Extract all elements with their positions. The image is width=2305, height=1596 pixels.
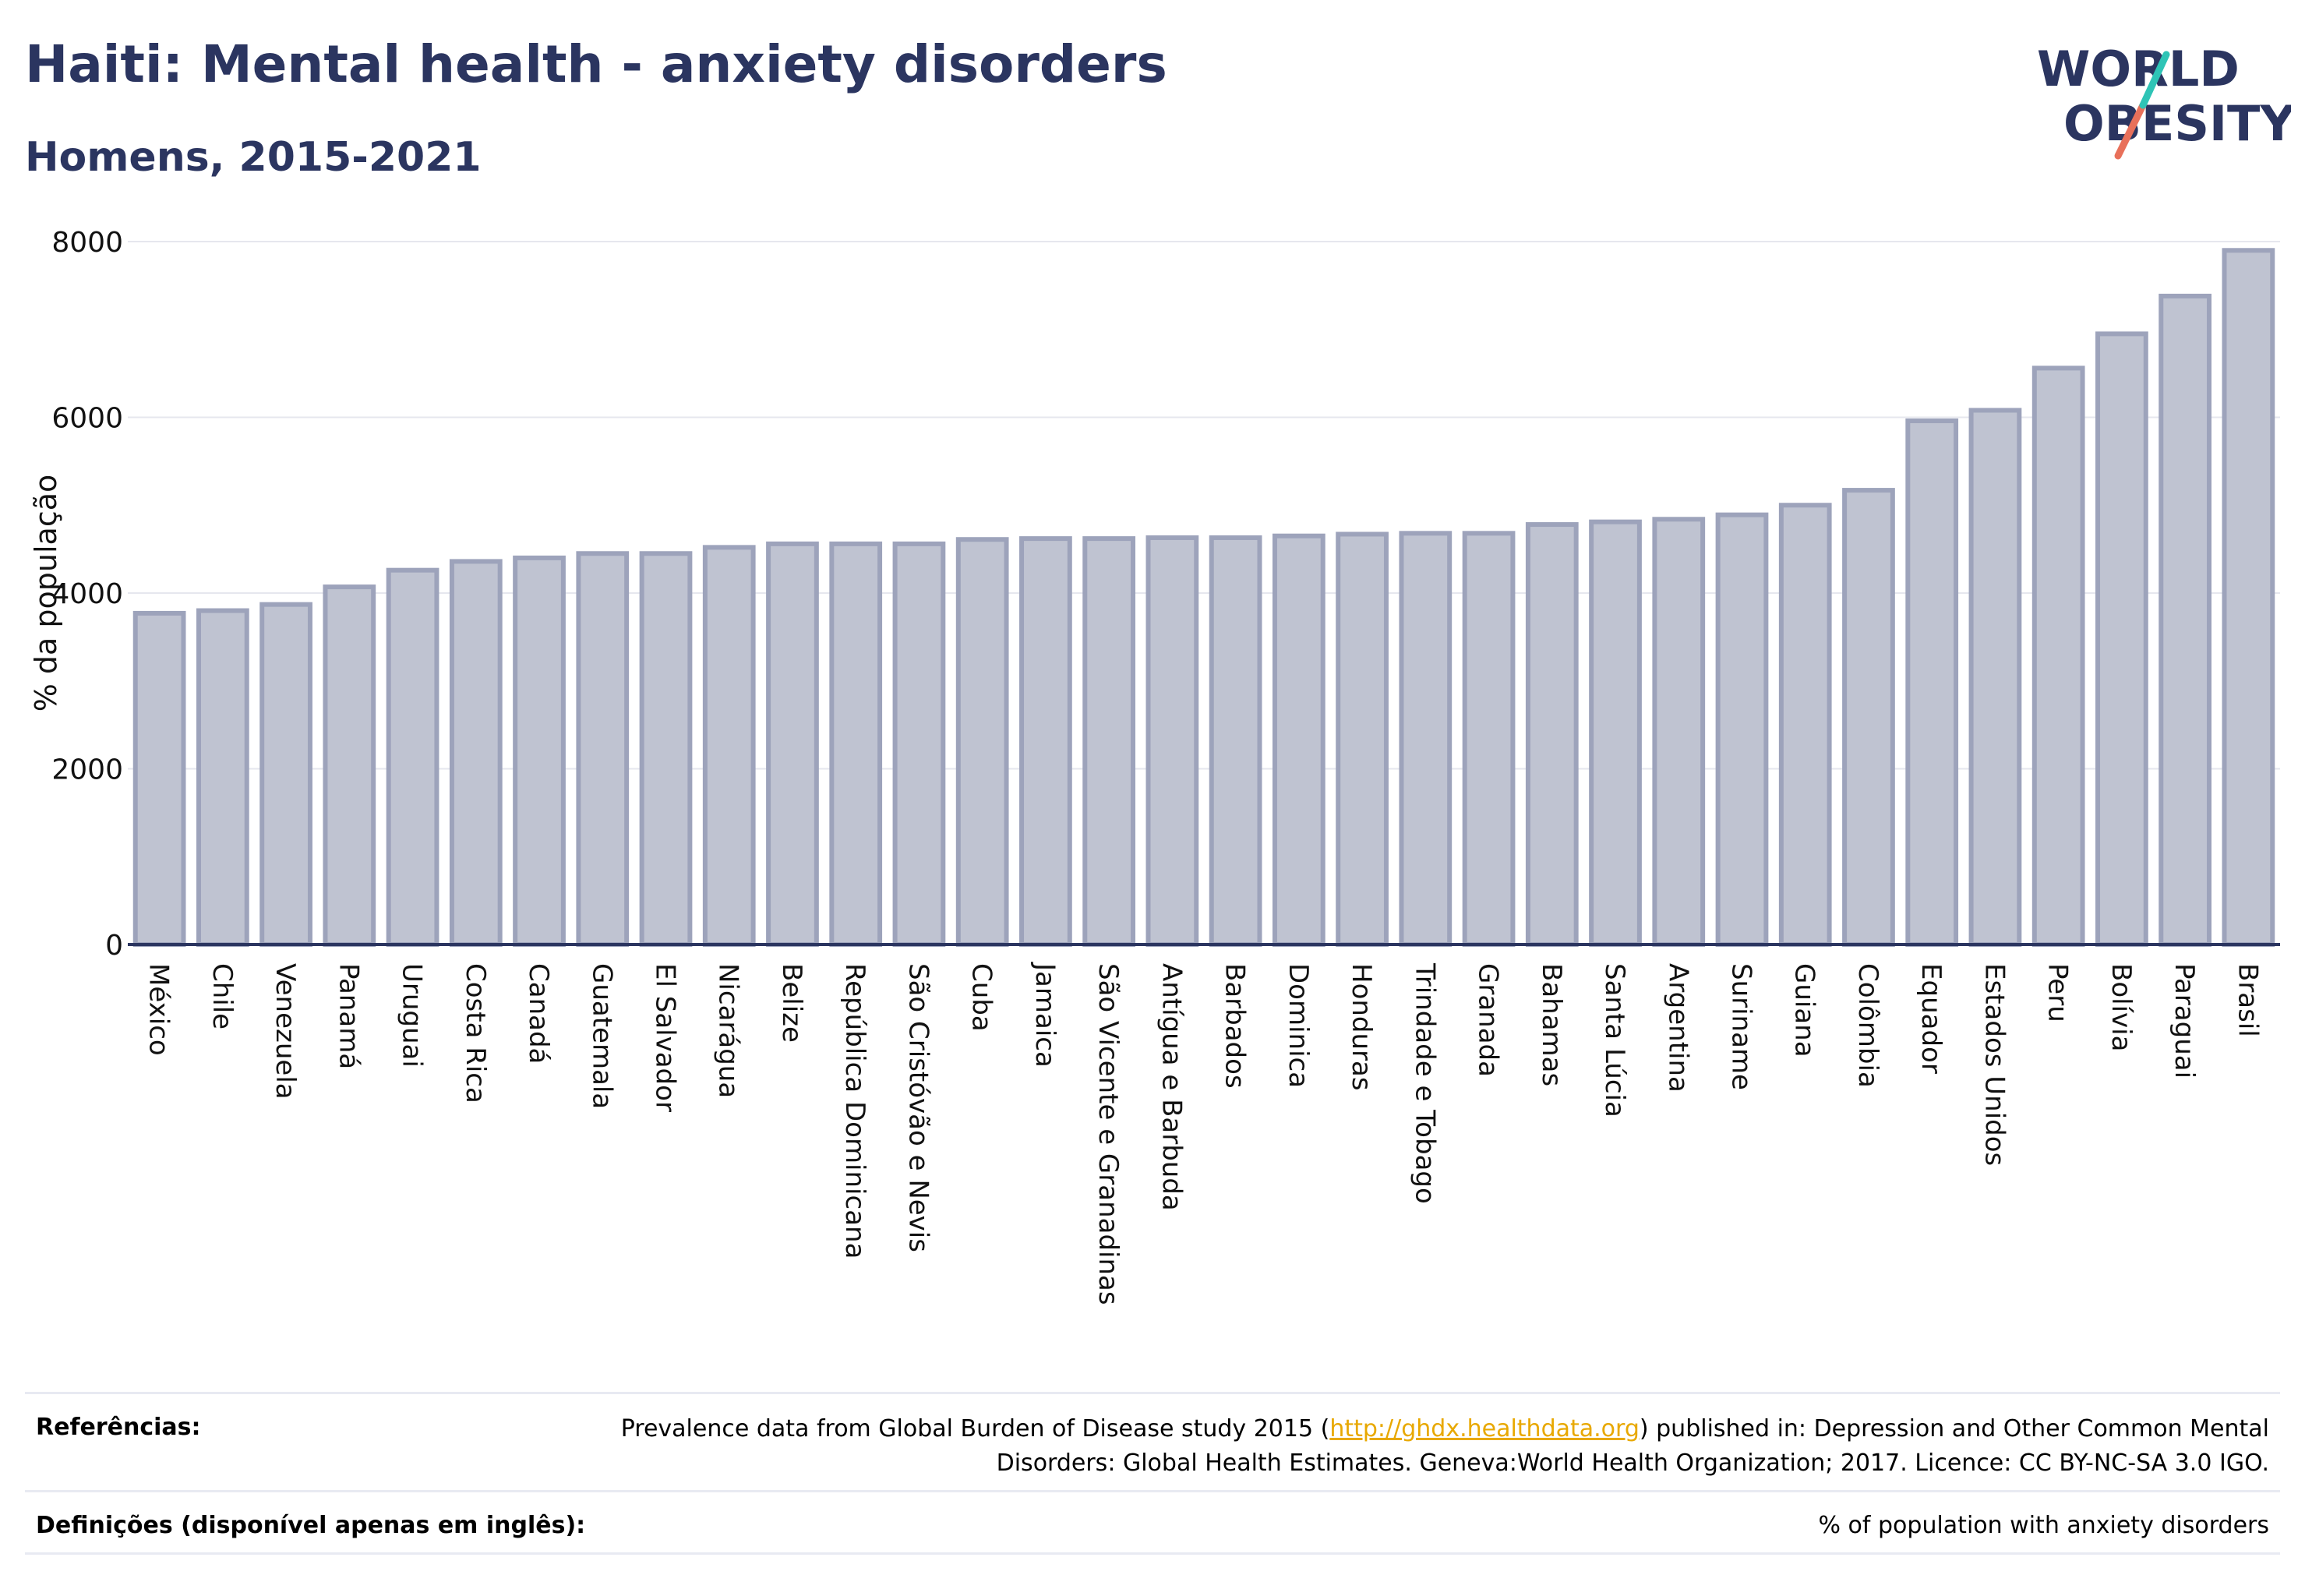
x-tick-label: Cuba	[966, 963, 997, 1032]
bar	[2095, 331, 2148, 947]
x-tick-label: Honduras	[1346, 963, 1377, 1091]
x-tick-label: Equador	[1915, 963, 1947, 1074]
y-tick-label: 8000	[51, 227, 123, 259]
bar	[1336, 531, 1389, 947]
logo-line2: OBESITY	[2063, 95, 2291, 152]
x-tick-label: São Vicente e Granadinas	[1092, 963, 1124, 1305]
bar	[829, 541, 883, 947]
x-tick-label: Antígua e Barbuda	[1156, 963, 1187, 1211]
bar	[1652, 517, 1706, 947]
bar	[259, 602, 312, 947]
x-tick-label: México	[143, 963, 175, 1056]
logo-slash-teal	[2139, 51, 2170, 109]
x-tick-label: Venezuela	[270, 963, 301, 1100]
x-tick-label: Paraguai	[2169, 963, 2200, 1079]
bar	[1399, 531, 1453, 947]
bar	[196, 608, 249, 947]
x-tick-label: Colômbia	[1852, 963, 1883, 1088]
bar	[639, 551, 693, 947]
x-tick-label: Jamaica	[1029, 962, 1061, 1068]
x-tick-label: Barbados	[1220, 963, 1251, 1089]
references-text-post: ) published in: Depression and Other Com…	[996, 1415, 2269, 1477]
bar	[766, 541, 819, 947]
bar	[1589, 519, 1642, 947]
y-tick-label: 0	[105, 930, 123, 962]
x-tick-label: Santa Lúcia	[1599, 963, 1630, 1118]
bar	[1525, 522, 1579, 947]
bar-chart: 0 2000 4000 6000 8000 % da população México Chi…	[29, 227, 2280, 1305]
bar	[1778, 503, 1832, 947]
footer-divider-top	[25, 1392, 2280, 1394]
bar	[1272, 533, 1325, 947]
bar	[1905, 418, 1959, 947]
references-link[interactable]: http://ghdx.healthdata.org	[1329, 1415, 1640, 1442]
bar	[702, 545, 756, 947]
x-tick-label: Costa Rica	[460, 963, 491, 1103]
bar	[386, 567, 439, 947]
y-tick-label: 4000	[51, 578, 123, 610]
references-label: Referências:	[36, 1414, 201, 1441]
bar	[576, 551, 630, 947]
x-tick-label: Bahamas	[1536, 963, 1567, 1086]
references-text-pre: Prevalence data from Global Burden of Di…	[620, 1415, 1330, 1442]
bar	[132, 610, 186, 947]
y-axis-label: % da população	[29, 475, 63, 712]
x-tick-label: Brasil	[2232, 963, 2263, 1037]
bar	[955, 537, 1009, 947]
x-tick-label: Canadá	[523, 963, 554, 1064]
x-tick-label: Argentina	[1662, 963, 1693, 1093]
x-tick-label: Trindade e Tobago	[1409, 962, 1440, 1204]
bar	[2159, 293, 2212, 947]
x-tick-label: Chile	[206, 963, 238, 1029]
references-text: Prevalence data from Global Burden of Di…	[555, 1412, 2269, 1481]
bar	[1462, 531, 1516, 947]
x-tick-label: Suriname	[1726, 963, 1757, 1090]
bar	[892, 541, 946, 947]
x-tick-label: Guatemala	[586, 963, 617, 1109]
bar	[2031, 365, 2085, 947]
definitions-label: Definições (disponível apenas em inglês)…	[36, 1512, 586, 1539]
page-subtitle: Homens, 2015-2021	[25, 134, 482, 181]
bar	[1968, 408, 2022, 947]
bar	[1145, 535, 1199, 947]
x-tick-label: Bolívia	[2106, 963, 2137, 1051]
definitions-text: % of population with anxiety disorders	[1818, 1512, 2269, 1539]
bar	[1842, 488, 1895, 947]
bar	[513, 555, 566, 948]
bar	[2222, 248, 2275, 947]
bar	[1019, 536, 1072, 947]
bar	[323, 584, 376, 947]
y-tick-label: 2000	[51, 754, 123, 786]
x-tick-label: El Salvador	[650, 963, 681, 1112]
x-tick-label: Peru	[2042, 963, 2074, 1022]
x-tick-label: Nicarágua	[713, 963, 744, 1098]
x-tick-label: Belize	[776, 963, 807, 1043]
bar	[1715, 512, 1769, 947]
x-tick-label: Granada	[1473, 963, 1504, 1077]
footer-divider-middle	[25, 1490, 2280, 1492]
bar	[1209, 535, 1262, 947]
logo-slash-coral	[2114, 101, 2147, 160]
bar	[1082, 536, 1136, 947]
logo-line1: WORLD	[2037, 41, 2240, 97]
x-tick-label: Estados Unidos	[1978, 963, 2010, 1166]
x-tick-label: República Dominicana	[839, 963, 870, 1259]
footer-divider-bottom	[25, 1552, 2280, 1555]
x-tick-label: Guiana	[1789, 963, 1820, 1058]
x-tick-label: Uruguai	[397, 963, 428, 1068]
x-tick-label: Panamá	[333, 963, 364, 1069]
world-obesity-logo: WORLD OBESITY	[2037, 41, 2291, 160]
y-tick-label: 6000	[51, 403, 123, 435]
page-title: Haiti: Mental health - anxiety disorders	[25, 34, 1167, 94]
x-tick-label: São Cristóvão e Nevis	[902, 963, 934, 1252]
bar	[449, 559, 503, 947]
x-tick-label: Dominica	[1283, 963, 1314, 1088]
